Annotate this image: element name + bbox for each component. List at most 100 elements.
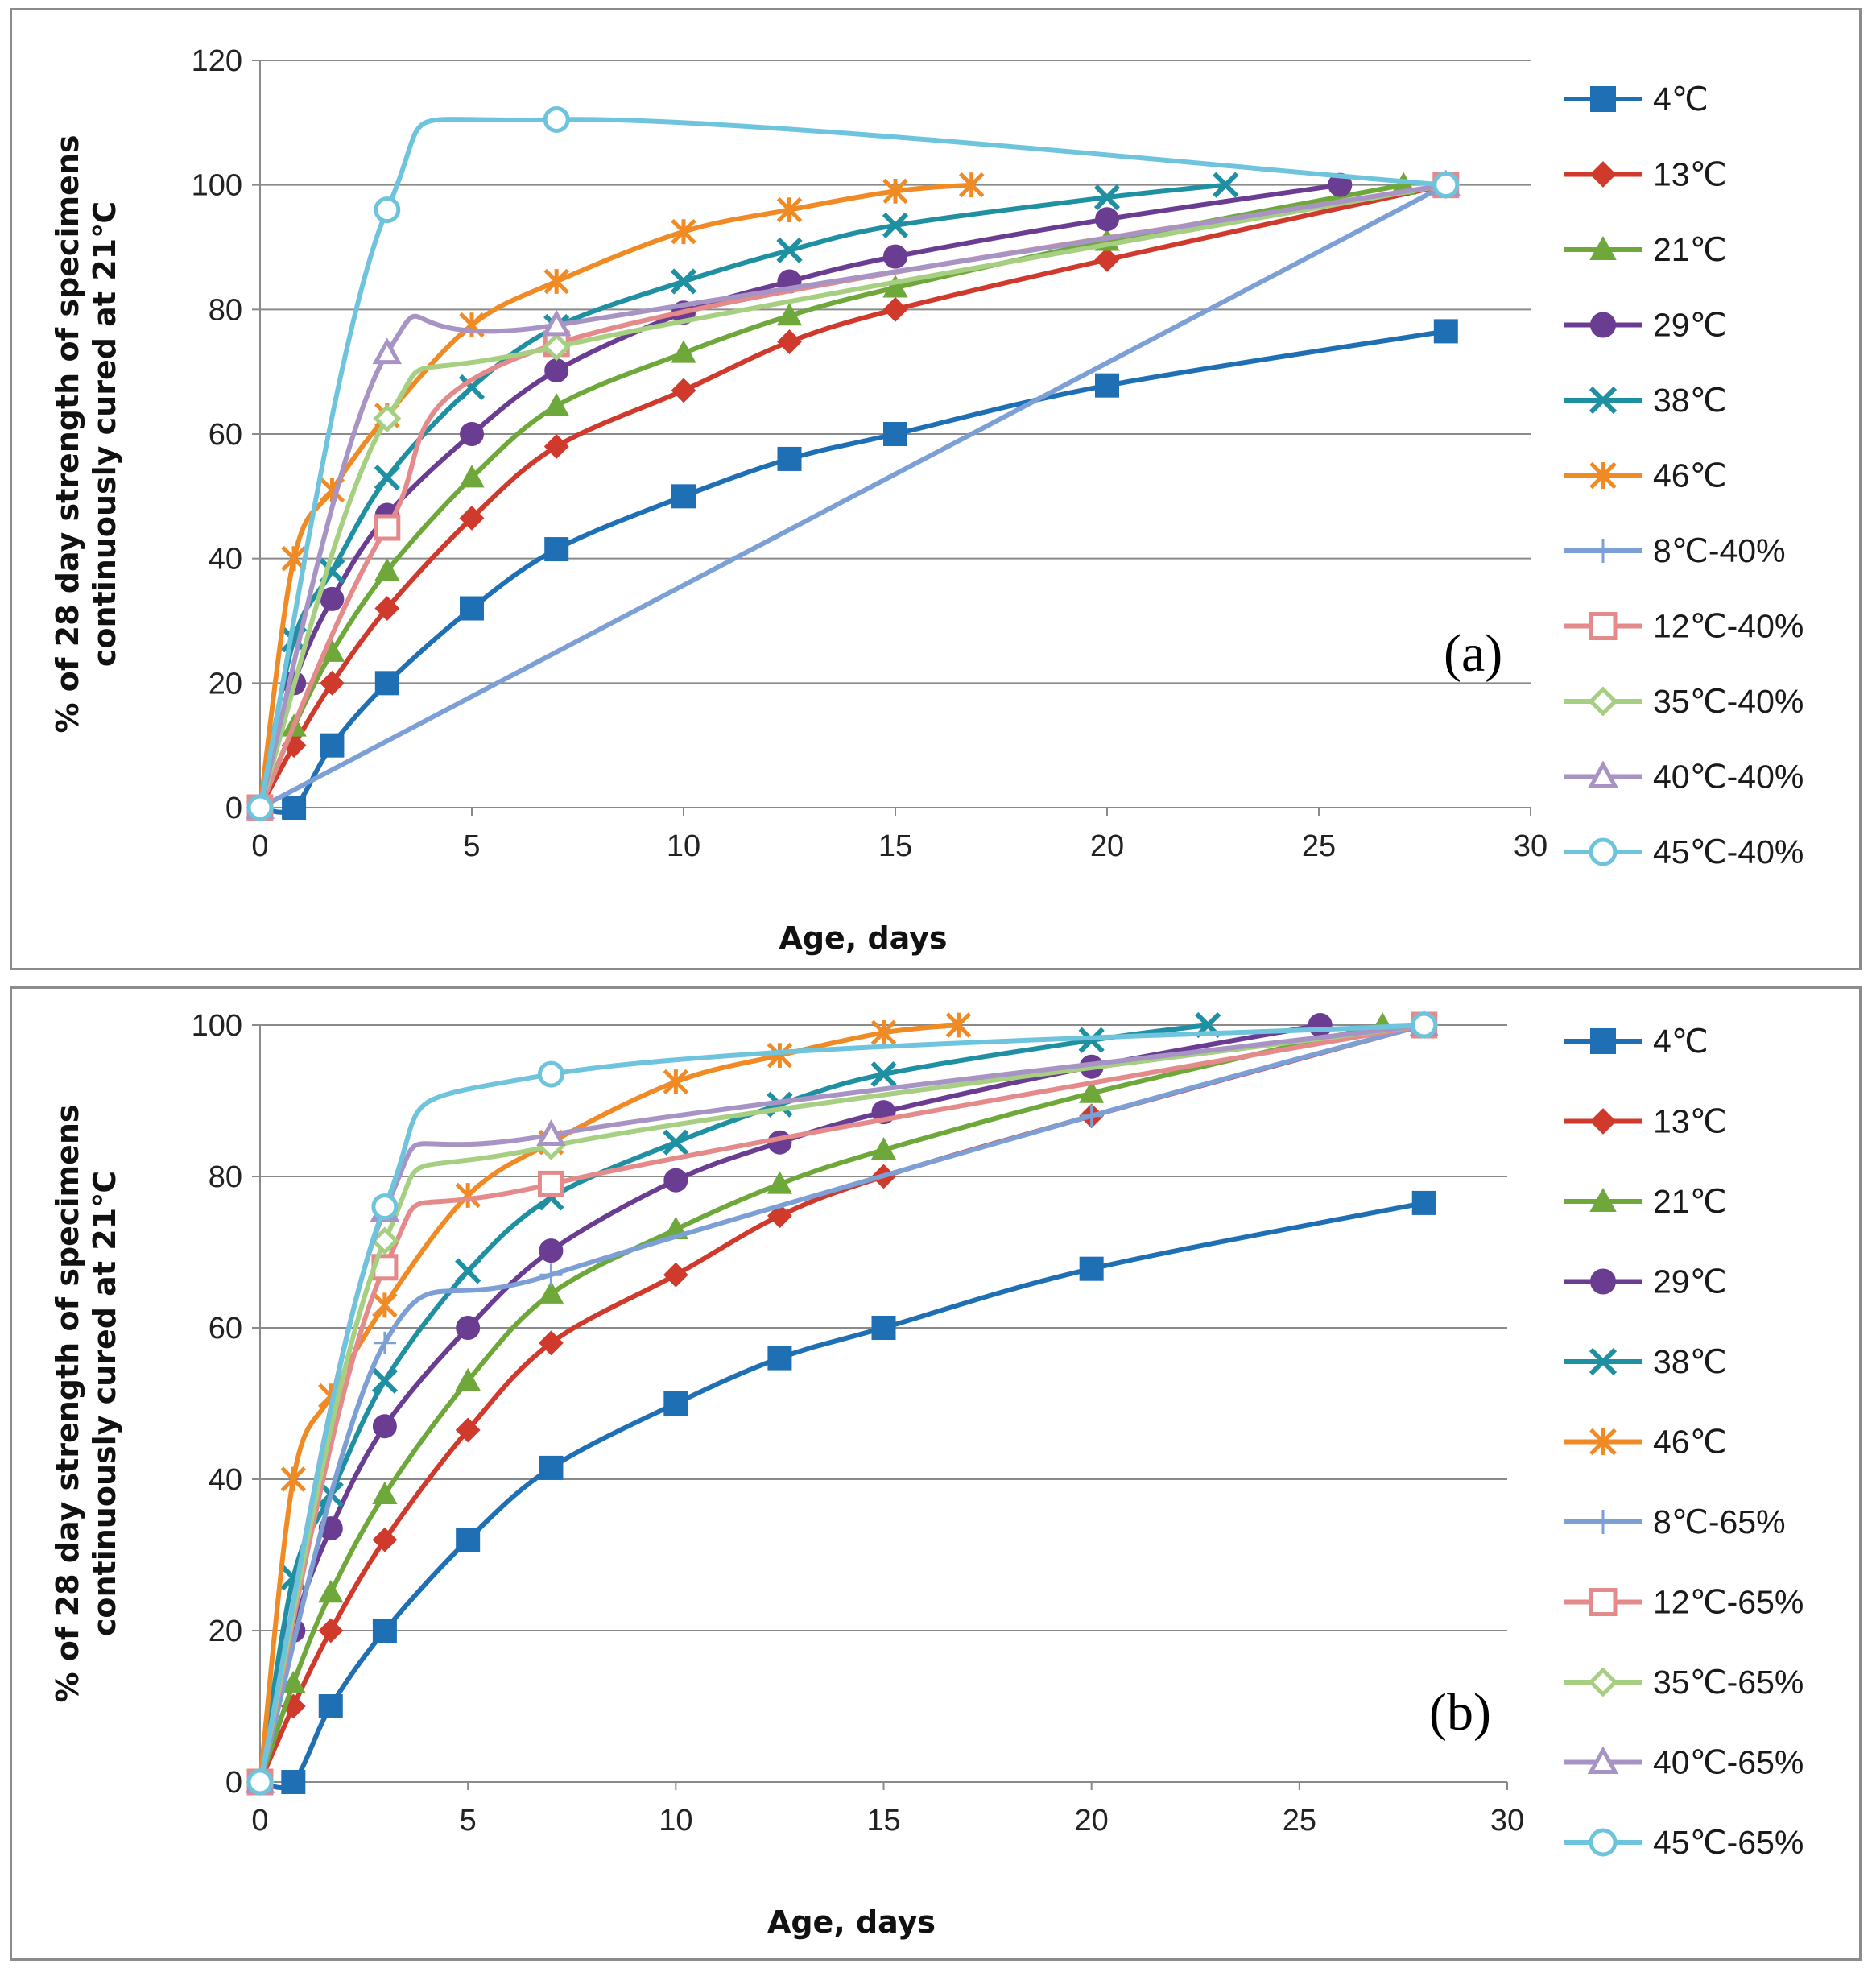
data-point xyxy=(281,1770,306,1794)
legend-item: 29℃ xyxy=(1564,1263,1727,1300)
data-point xyxy=(882,296,908,322)
data-point xyxy=(371,1193,399,1221)
x-tick-label: 30 xyxy=(1514,829,1547,863)
series-line xyxy=(258,182,1407,810)
data-point xyxy=(458,374,486,401)
data-point xyxy=(883,244,907,269)
data-point xyxy=(543,393,569,416)
legend-item: 8℃-65% xyxy=(1564,1503,1786,1540)
legend-label: 38℃ xyxy=(1653,382,1727,419)
x-tick-label: 0 xyxy=(251,829,268,863)
data-point xyxy=(1080,1104,1103,1127)
legend-marker xyxy=(1589,1108,1617,1135)
legend-marker xyxy=(1590,1028,1616,1054)
legend-label: 8℃-40% xyxy=(1653,532,1786,569)
series-10 xyxy=(246,1011,1438,1796)
chart-a-svg: 0 20 40 60 80 100 120 0 5 10 15 20 25 30 Age, days % of… xyxy=(50,44,1804,956)
y-axis-title-line: % of 28 day strength of specimens xyxy=(50,1104,85,1702)
data-point xyxy=(776,303,803,326)
data-point xyxy=(374,596,400,621)
data-point xyxy=(459,465,485,488)
legend-marker xyxy=(1591,539,1615,563)
data-point xyxy=(455,1182,481,1209)
series-2 xyxy=(247,172,1416,818)
data-point xyxy=(958,172,985,198)
legend-marker xyxy=(1591,1510,1615,1534)
legend-item: 45℃-40% xyxy=(1564,833,1804,870)
legend-label: 13℃ xyxy=(1653,1103,1727,1140)
data-point xyxy=(663,1262,688,1288)
data-point xyxy=(318,1579,344,1603)
data-point xyxy=(536,1119,566,1146)
legend-item: 8℃-40% xyxy=(1564,532,1786,569)
series-10 xyxy=(246,105,1460,821)
legend-label: 29℃ xyxy=(1653,307,1727,344)
series-6 xyxy=(249,1014,1436,1793)
series-line xyxy=(258,1023,1427,1784)
data-point xyxy=(544,537,569,562)
data-point xyxy=(1093,184,1121,211)
series-0 xyxy=(248,1190,1436,1794)
data-point xyxy=(1095,207,1119,232)
y-tick-label: 40 xyxy=(209,543,242,577)
y-tick-label: 40 xyxy=(209,1463,242,1497)
x-tick-label: 0 xyxy=(251,1804,268,1838)
series-line xyxy=(258,1023,1386,1784)
data-point xyxy=(1094,247,1120,272)
data-point xyxy=(543,105,570,133)
series-4 xyxy=(246,1011,1221,1796)
legend-label: 46℃ xyxy=(1653,1424,1727,1461)
x-tick-label: 5 xyxy=(463,829,480,863)
data-point xyxy=(460,422,484,446)
series-line xyxy=(258,1023,1323,1784)
data-point xyxy=(767,1346,792,1371)
data-point xyxy=(539,1330,564,1356)
series-9 xyxy=(245,1009,1439,1793)
legend-item: 35℃-40% xyxy=(1564,683,1804,720)
y-tick-label: 0 xyxy=(225,1766,242,1800)
legend-marker xyxy=(1589,1588,1618,1616)
panel-label: (a) xyxy=(1444,624,1502,683)
legend-label: 12℃-65% xyxy=(1653,1584,1804,1621)
data-point xyxy=(374,558,400,581)
series-line xyxy=(258,182,1448,810)
x-tick-label: 15 xyxy=(866,1804,900,1838)
data-point xyxy=(543,268,569,295)
data-point xyxy=(671,378,696,403)
y-tick-label: 100 xyxy=(192,1009,242,1043)
data-point xyxy=(537,1060,564,1088)
legend-label: 12℃-40% xyxy=(1653,608,1804,645)
data-point xyxy=(320,586,345,611)
legend-item: 45℃-65% xyxy=(1564,1824,1804,1861)
data-point xyxy=(1411,1011,1438,1039)
legend-item: 46℃ xyxy=(1564,457,1727,494)
legend-marker xyxy=(1589,461,1617,490)
legend-label: 21℃ xyxy=(1653,231,1727,268)
legend-item: 21℃ xyxy=(1564,1183,1727,1220)
data-point xyxy=(371,1367,399,1394)
legend-marker xyxy=(1589,1187,1617,1212)
data-point xyxy=(455,1367,481,1391)
data-point xyxy=(767,1171,793,1194)
data-point xyxy=(372,1292,398,1318)
legend-label: 29℃ xyxy=(1653,1263,1727,1300)
y-tick-label: 20 xyxy=(209,667,242,701)
data-point xyxy=(1213,172,1239,198)
legend-item: 40℃-65% xyxy=(1564,1744,1804,1781)
legend-item: 13℃ xyxy=(1564,156,1727,193)
data-point xyxy=(542,333,571,362)
series-line xyxy=(258,329,1448,815)
data-point xyxy=(455,1258,481,1284)
data-point xyxy=(282,796,307,820)
data-point xyxy=(777,329,802,354)
data-point xyxy=(374,196,401,224)
legend-marker xyxy=(1588,686,1618,717)
data-point xyxy=(374,514,401,541)
series-line xyxy=(258,182,974,810)
data-point xyxy=(318,1618,344,1643)
y-axis-title-line: continuously cured at 21℃ xyxy=(87,201,122,667)
y-tick-label: 120 xyxy=(192,44,242,78)
legend-label: 46℃ xyxy=(1653,457,1727,494)
data-point xyxy=(456,1316,481,1340)
data-point xyxy=(663,1129,689,1156)
